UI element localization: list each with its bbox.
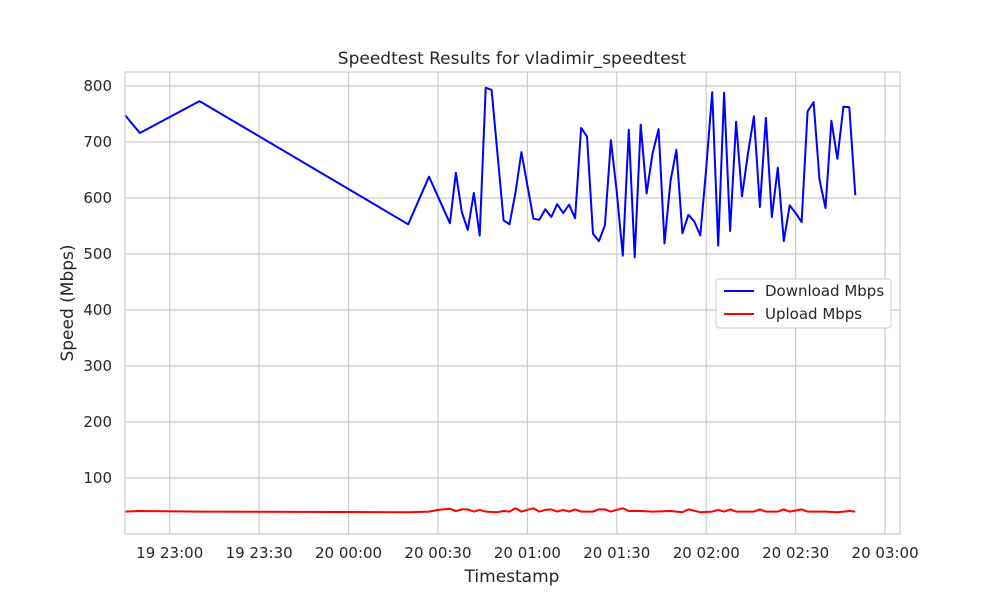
y-tick-label: 500	[83, 245, 112, 263]
y-tick-label: 200	[83, 413, 112, 431]
chart-title: Speedtest Results for vladimir_speedtest	[338, 49, 687, 69]
upload-line	[124, 507, 856, 514]
legend-label-download: Download Mbps	[765, 282, 884, 300]
y-tick-label: 100	[83, 469, 112, 487]
x-tick-label: 20 02:30	[762, 544, 829, 562]
legend-box	[715, 278, 892, 329]
y-tick-label: 700	[83, 133, 112, 151]
legend-label-upload: Upload Mbps	[765, 305, 862, 323]
x-tick-label: 20 03:00	[852, 544, 919, 562]
x-tick-label: 20 02:00	[673, 544, 740, 562]
y-tick-label: 400	[83, 301, 112, 319]
legend: Download Mbps Upload Mbps	[715, 278, 892, 329]
x-tick-label: 20 01:00	[494, 544, 561, 562]
x-tick-label: 19 23:30	[226, 544, 293, 562]
plot-frame	[124, 71, 901, 535]
y-tick-label: 600	[83, 189, 112, 207]
download-line	[124, 86, 857, 259]
x-tick-label: 20 01:30	[583, 544, 650, 562]
x-axis-title: Timestamp	[464, 567, 560, 587]
x-tick-label: 19 23:00	[136, 544, 203, 562]
tick-labels: 19 23:00 19 23:30 20 00:00 20 00:30 20 01:00…	[83, 77, 918, 562]
y-axis-title: Speed (Mbps)	[58, 244, 78, 361]
series-layer	[124, 86, 857, 514]
x-tick-label: 20 00:00	[315, 544, 382, 562]
y-tick-label: 300	[83, 357, 112, 375]
y-tick-label: 800	[83, 77, 112, 95]
x-tick-label: 20 00:30	[404, 544, 471, 562]
grid	[125, 72, 900, 534]
